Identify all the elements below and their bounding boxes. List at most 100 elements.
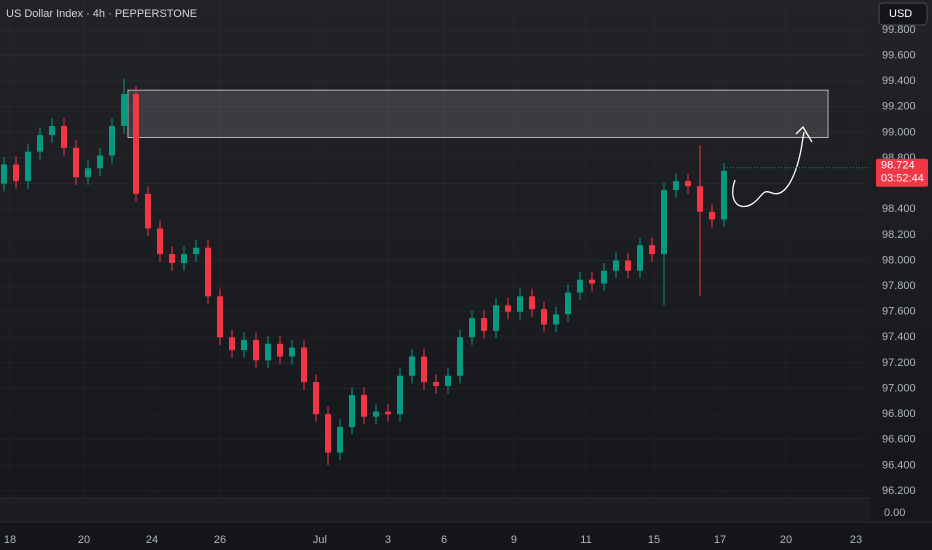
candle-body (408, 356, 415, 376)
y-tick-label: 98.200 (882, 229, 916, 241)
candle-body (516, 296, 523, 312)
x-tick-label: 20 (780, 534, 792, 546)
candle-body (0, 164, 7, 184)
candle-body (264, 343, 271, 361)
candle-body (336, 426, 343, 453)
lower-pane (0, 498, 870, 522)
supply-zone (127, 89, 829, 138)
candle-body (528, 296, 535, 310)
x-tick-label: 11 (580, 534, 591, 546)
candle-body (612, 260, 619, 271)
candle-body (708, 211, 715, 220)
zone-layer (127, 89, 829, 138)
price-axis: 96.200 96.400 96.600 96.800 97.000 97.200 97.4… (4, 24, 928, 546)
candle-body (168, 254, 175, 264)
candle-body (144, 193, 151, 229)
x-tick-label: 3 (385, 534, 391, 546)
y-tick-label: 99.400 (882, 75, 916, 87)
candle-body (552, 314, 559, 325)
y-tick-label: 97.600 (882, 306, 916, 318)
last-price-label: 98.724 (881, 160, 915, 172)
candle-body (240, 339, 247, 351)
candle-body (684, 181, 691, 187)
candle-body (24, 151, 31, 182)
last-price-box (876, 158, 928, 187)
y-tick-label: 97.000 (882, 382, 916, 394)
y-tick-label: 99.200 (882, 101, 916, 113)
candle-body (252, 339, 259, 361)
candle-body (204, 247, 211, 297)
candle-body (84, 168, 91, 178)
y-tick-label: 99.600 (882, 49, 916, 61)
candle-body (648, 245, 655, 255)
candle-body (312, 382, 319, 415)
candle-body (12, 164, 19, 182)
candle-body (420, 356, 427, 383)
candle-body (288, 347, 295, 357)
candles (0, 78, 727, 466)
y-tick-label: 97.800 (882, 280, 916, 292)
y-tick-label: 97.400 (882, 331, 916, 343)
candle-body (216, 296, 223, 338)
currency-label[interactable]: USD (889, 8, 912, 20)
y-tick-label: 99.800 (882, 24, 916, 36)
candle-body (72, 147, 79, 178)
candle-body (276, 343, 283, 357)
candle-body (456, 337, 463, 376)
candle-body (384, 411, 391, 415)
candle-body (696, 186, 703, 212)
candle-body (348, 394, 355, 427)
candle-body (480, 318, 487, 331)
y-tick-label: 96.800 (882, 408, 916, 420)
x-tick-label: 24 (146, 534, 158, 546)
x-tick-label: 20 (78, 534, 90, 546)
candle-body (600, 270, 607, 284)
candle-body (444, 375, 451, 386)
candle-body (48, 126, 55, 135)
candle-body (636, 245, 643, 271)
y-tick-label: 98.000 (882, 254, 916, 266)
drawn-arrow (732, 131, 805, 208)
candle-body (60, 126, 67, 148)
x-tick-label: 9 (511, 534, 517, 546)
y-tick-label: 97.200 (882, 357, 916, 369)
x-tick-label: 15 (648, 534, 660, 546)
candle-body (108, 126, 115, 156)
candle-body (192, 247, 199, 255)
x-tick-label: 18 (4, 534, 16, 546)
y-tick-label: 98.400 (882, 203, 916, 215)
candle-body (180, 254, 187, 264)
x-tick-label: 6 (441, 534, 447, 546)
drawn-arrow-head (795, 125, 813, 143)
candle-body (660, 190, 667, 255)
candle-body (432, 382, 439, 386)
candle-body (36, 134, 43, 152)
y-tick-label: 96.400 (882, 459, 916, 471)
x-tick-label: 17 (714, 534, 726, 546)
candle-body (564, 292, 571, 315)
candle-body (324, 414, 331, 453)
y-tick-label: 96.600 (882, 434, 916, 446)
candle-body (156, 228, 163, 255)
candle-body (492, 305, 499, 331)
candle-body (468, 318, 475, 338)
currency-button[interactable] (878, 2, 928, 26)
candle-body (96, 155, 103, 169)
candle-body (624, 260, 631, 271)
countdown-label: 03:52:44 (881, 173, 924, 185)
pane-label: 0.00 (884, 507, 905, 519)
x-tick-label: 26 (214, 534, 226, 546)
chart-title: US Dollar Index · 4h · PEPPERSTONE (6, 8, 197, 20)
candle-body (504, 305, 511, 312)
candle-body (132, 93, 139, 194)
candle-body (720, 170, 727, 220)
y-tick-label: 96.200 (882, 485, 916, 497)
candle-body (360, 394, 367, 417)
candle-body (228, 337, 235, 351)
candle-body (372, 411, 379, 417)
y-tick-label: 99.000 (882, 126, 916, 138)
x-tick-label: 23 (850, 534, 862, 546)
